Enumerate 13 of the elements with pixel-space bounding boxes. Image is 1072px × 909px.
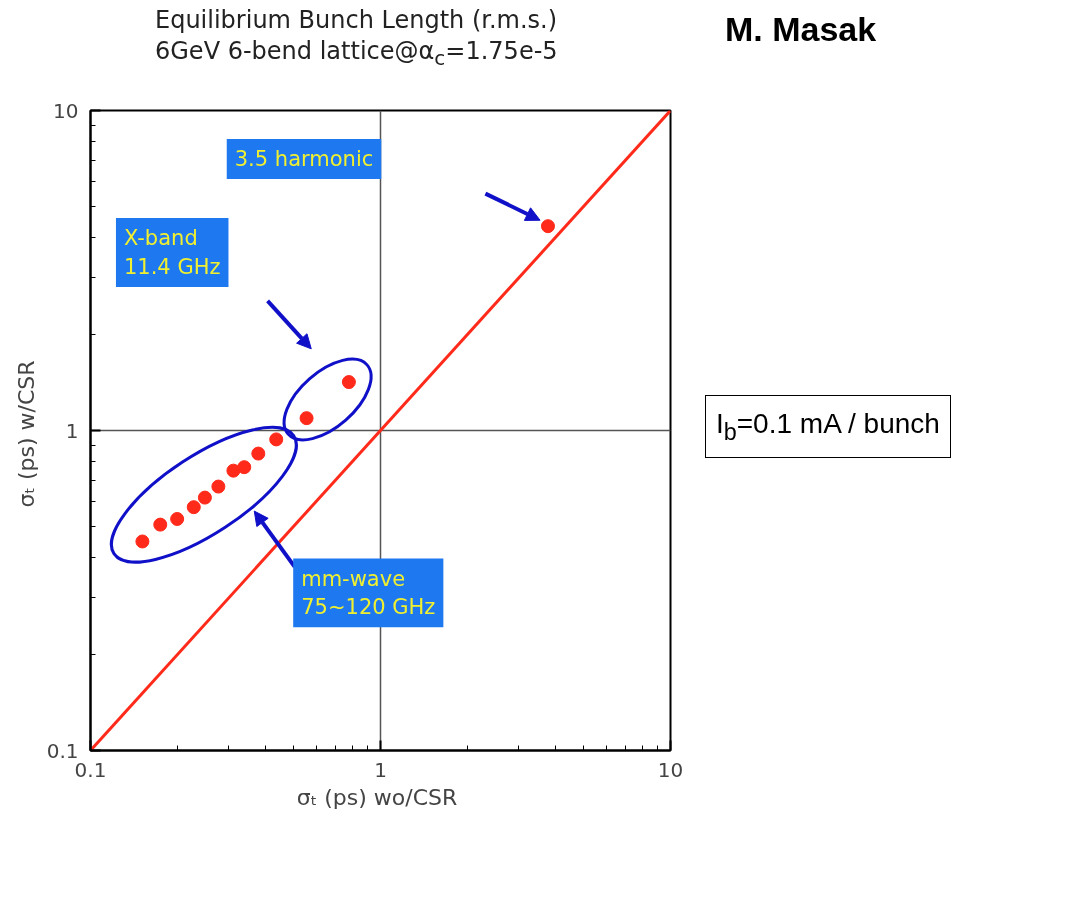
y-tick-label: 1 (65, 418, 79, 443)
chart-title: Equilibrium Bunch Length (r.m.s.) (155, 6, 558, 34)
annotation: 3.5 harmonic (234, 146, 374, 171)
y-tick-label: 10 (53, 98, 79, 123)
y-axis-title: σₜ (ps) w/CSR (13, 360, 39, 508)
annotation: mm-wave 75~120 GHz (301, 566, 436, 620)
text: M. Masak (725, 9, 877, 50)
text: I$_{b}$=0.1 mA / bunch (705, 395, 951, 458)
x-tick-label: 1 (374, 757, 387, 782)
x-tick-label: 10 (657, 757, 684, 782)
annotation: X-band 11.4 GHz (123, 226, 221, 279)
x-axis-title: σₜ (ps) wo/CSR (296, 784, 458, 810)
chart-subtitle: 6GeV 6-bend lattice@α$_{c}$=1.75e-5 (155, 37, 558, 70)
